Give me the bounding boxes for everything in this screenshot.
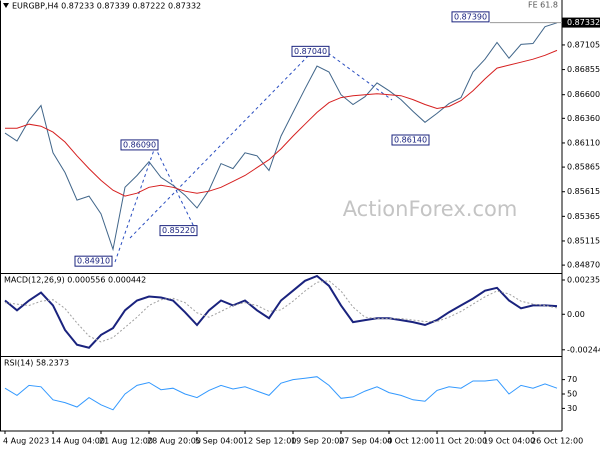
price-annotation: 0.86140 <box>394 136 427 145</box>
series-line <box>4 280 558 343</box>
fe-label: FE 61.8 <box>528 1 558 10</box>
y-tick-label: 0.85615 <box>567 187 600 196</box>
symbol-icon <box>3 3 9 8</box>
x-tick-label: 27 Sep 04:00 <box>339 437 392 446</box>
y-tick-label: 0.86600 <box>567 90 600 99</box>
price-annotation-box <box>451 11 490 23</box>
price-annotation: 0.87040 <box>294 47 327 56</box>
trend-line <box>129 53 311 239</box>
series-line <box>4 376 558 411</box>
x-tick-label: 14 Aug 04:00 <box>51 437 105 446</box>
series-line <box>4 22 558 252</box>
x-tick-label: 28 Aug 20:00 <box>147 437 201 446</box>
x-tick-label: 19 Oct 04:00 <box>483 437 535 446</box>
x-tick-label: 11 Oct 20:00 <box>435 437 487 446</box>
x-tick-label: 26 Oct 12:00 <box>531 437 583 446</box>
price-annotation: 0.85220 <box>162 226 195 235</box>
x-tick-label: 19 Sep 20:00 <box>291 437 344 446</box>
price-annotation-box <box>291 45 330 57</box>
y-tick-label: 0.00 <box>567 310 585 319</box>
price-annotation: 0.87390 <box>454 12 487 21</box>
x-tick-label: 21 Aug 12:00 <box>99 437 153 446</box>
y-tick-label: 0.86110 <box>567 138 600 147</box>
x-tick-label: 4 Aug 2023 <box>3 437 49 446</box>
y-tick-label: 0.85115 <box>567 236 600 245</box>
x-tick-label: 5 Sep 04:00 <box>195 437 243 446</box>
y-tick-label: 70 <box>567 375 577 384</box>
y-tick-label: 0.85365 <box>567 212 600 221</box>
price-annotation: 0.86090 <box>123 140 156 149</box>
x-tick-label: 12 Sep 12:00 <box>243 437 296 446</box>
trend-line <box>327 52 393 101</box>
price-annotation-box <box>74 255 113 267</box>
y-tick-label: 0.87105 <box>567 40 600 49</box>
y-tick-label: 0.85865 <box>567 163 600 172</box>
trend-line <box>114 146 156 263</box>
macd-title: MACD(12,26,9) 0.000556 0.000442 <box>4 276 146 285</box>
price-annotation-box <box>391 134 430 146</box>
watermark: ActionForex.com <box>343 197 518 221</box>
y-tick-label: 0.86360 <box>567 114 600 123</box>
chart-title: EURGBP,H4 0.87233 0.87339 0.87222 0.8733… <box>12 2 201 11</box>
price-annotation-box <box>120 139 159 151</box>
last-price-tag <box>562 17 600 28</box>
price-annotation: 0.84910 <box>77 257 110 266</box>
rsi-title: RSI(14) 58.2373 <box>4 359 69 368</box>
y-tick-label: 0.84870 <box>567 261 600 270</box>
y-tick-label: 30 <box>567 404 577 413</box>
y-tick-label: 0.002356 <box>567 276 600 285</box>
series-line <box>4 274 558 349</box>
x-tick-label: 4 Oct 12:00 <box>387 437 434 446</box>
last-price-label: 0.87332 <box>567 18 600 27</box>
y-tick-label: 50 <box>567 390 577 399</box>
y-tick-label: -0.002442 <box>567 345 600 354</box>
price-annotation-box <box>159 225 198 237</box>
y-tick-label: 0.86855 <box>567 65 600 74</box>
series-line <box>5 49 558 197</box>
